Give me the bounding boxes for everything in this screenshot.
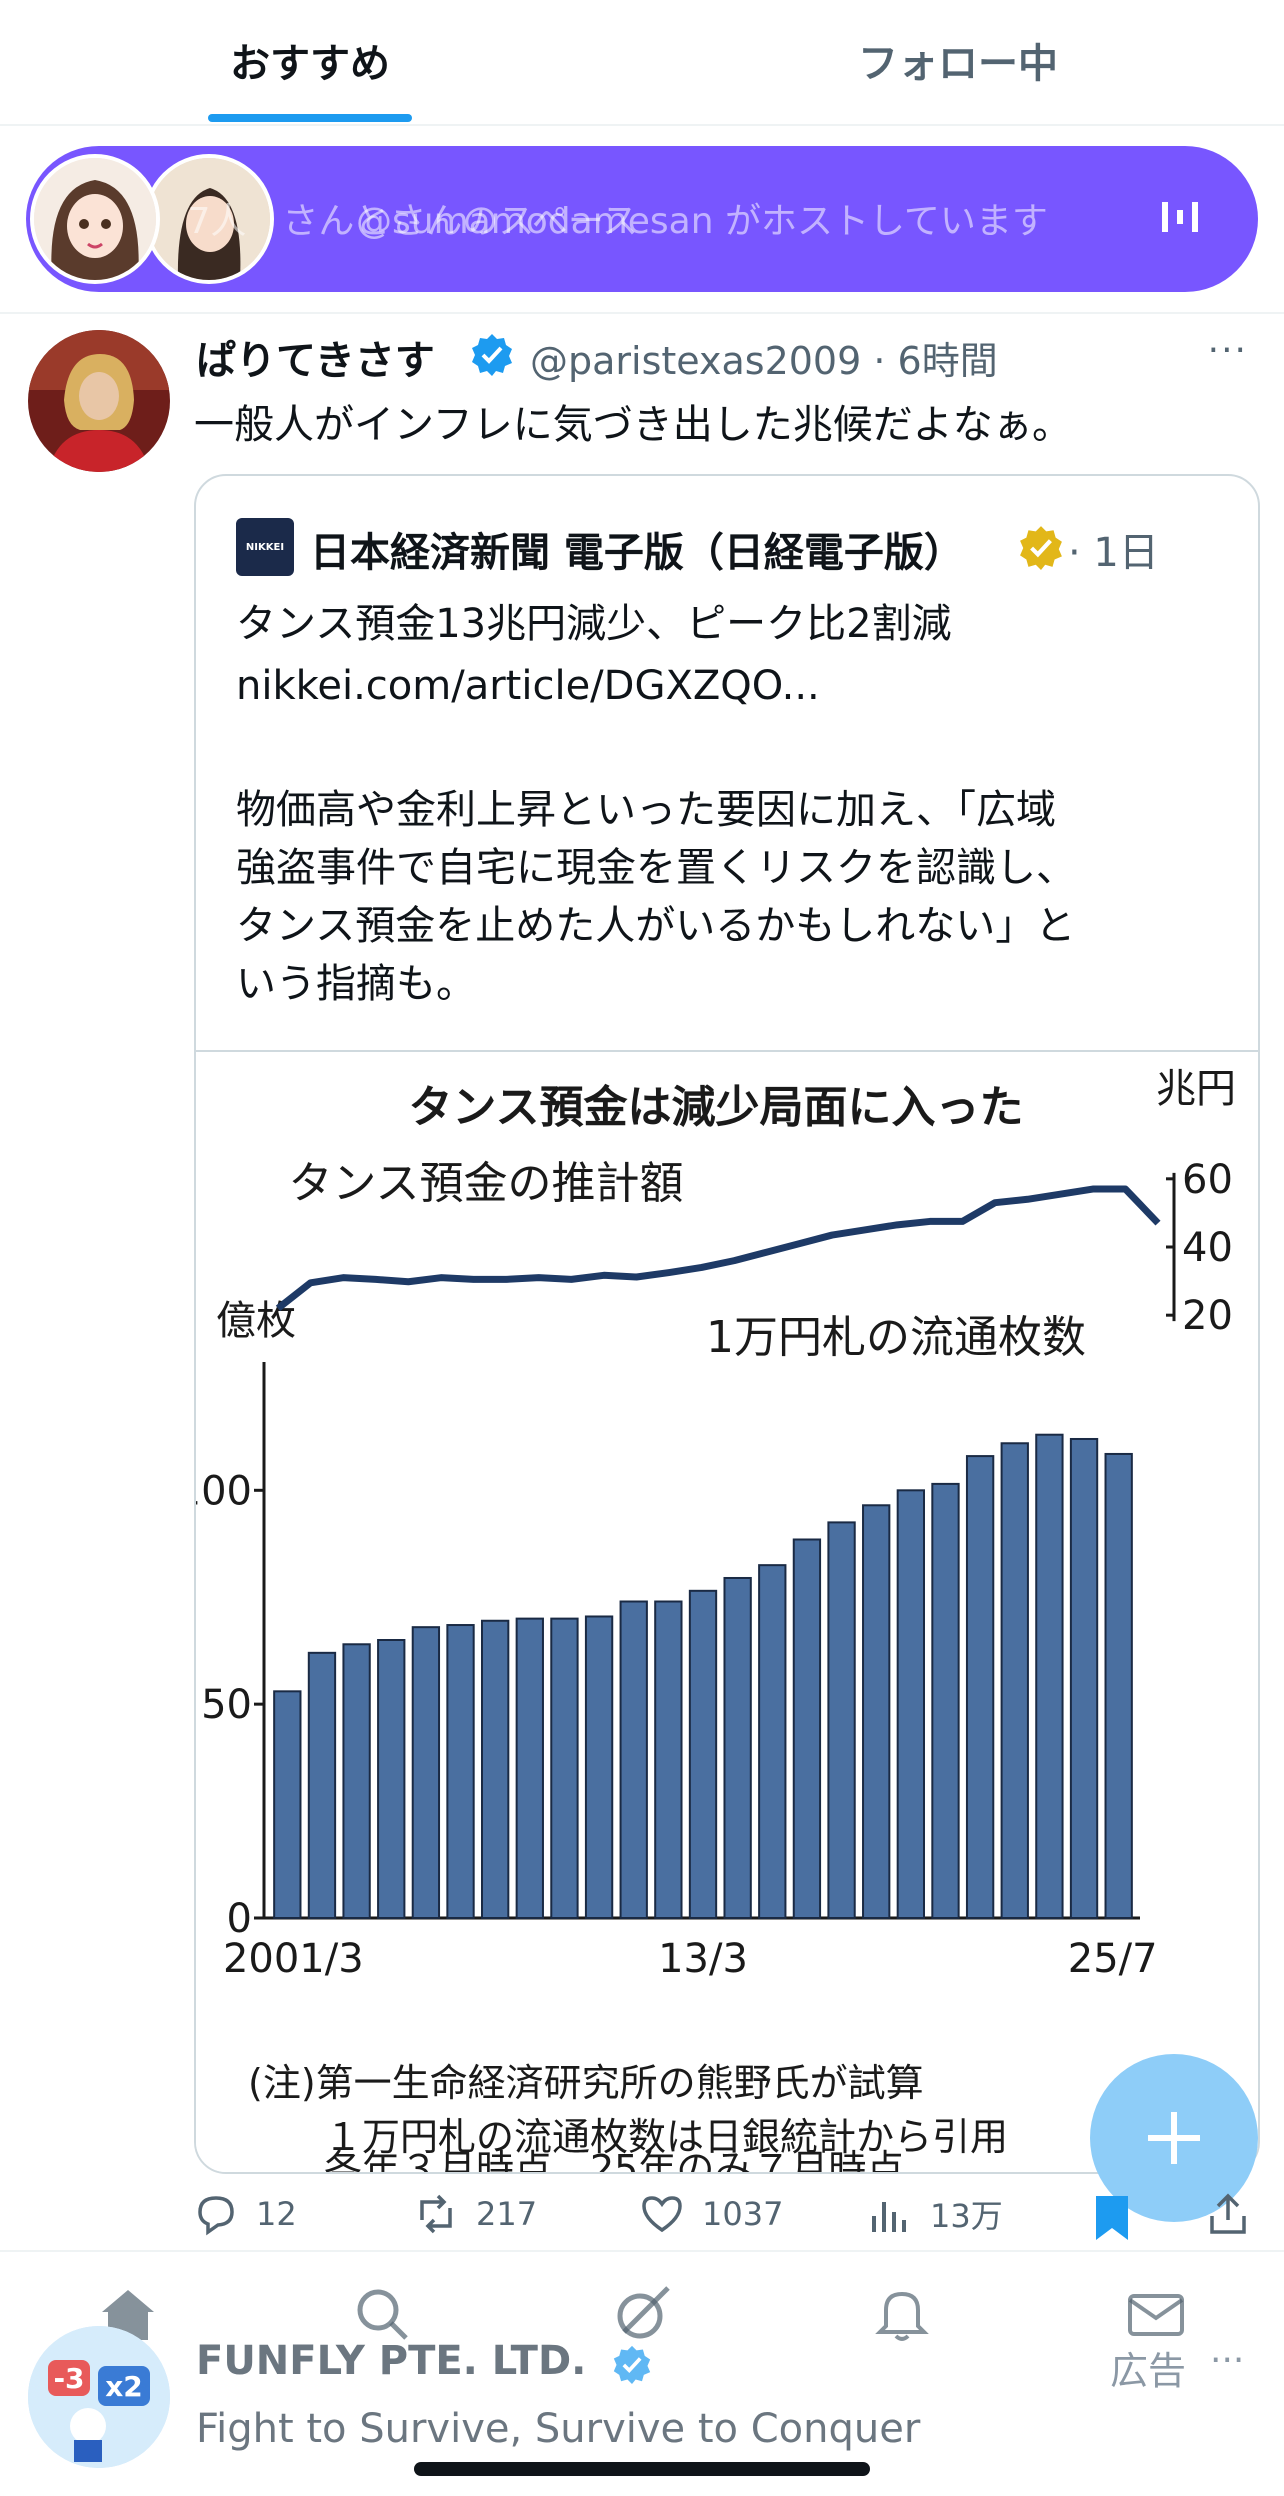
chart-title: タンス預金は減少局面に入った xyxy=(408,1082,1023,1133)
bar xyxy=(482,1621,508,1918)
host-avatar-1 xyxy=(30,154,160,284)
bar xyxy=(898,1490,924,1918)
author-name[interactable]: ぱりてきさす xyxy=(196,328,435,386)
bar xyxy=(517,1619,543,1918)
notifications-icon[interactable] xyxy=(870,2282,934,2346)
bar xyxy=(274,1691,300,1918)
bar-series-label: 1万円札の流通枚数 xyxy=(706,1312,1086,1363)
verified-badge-icon xyxy=(470,332,514,376)
reply-count: 12 xyxy=(256,2195,297,2233)
line-y-axis: 60 40 20 xyxy=(1166,1157,1233,1339)
bar xyxy=(1036,1435,1062,1918)
line-tick-label: 40 xyxy=(1182,1225,1233,1271)
bar xyxy=(759,1565,785,1918)
reply-icon xyxy=(192,2190,240,2238)
svg-text:-3: -3 xyxy=(53,2362,84,2395)
ad-more-options-icon[interactable]: ··· xyxy=(1210,2340,1244,2381)
nikkei-logo: NIKKEI xyxy=(236,518,294,576)
bar xyxy=(309,1653,335,1918)
like-count: 1037 xyxy=(702,2195,783,2233)
active-tab-indicator xyxy=(208,114,412,122)
gold-verified-badge-icon xyxy=(1018,524,1064,570)
bar-tick-label: 100 xyxy=(196,1468,252,1514)
bar xyxy=(863,1505,889,1918)
quoted-author-name[interactable]: 日本経済新聞 電子版（日経電子版） xyxy=(310,520,964,578)
tab-following-label: フォロー中 xyxy=(858,31,1058,89)
bar-series: 2001/3 13/3 25/7 xyxy=(223,1435,1158,1982)
bar-x-tick-label: 25/7 xyxy=(1068,1936,1158,1982)
bar xyxy=(1071,1439,1097,1918)
bar xyxy=(343,1644,369,1918)
bar xyxy=(828,1522,854,1918)
bar-x-tick-label: 2001/3 xyxy=(223,1936,364,1982)
home-indicator xyxy=(414,2462,870,2476)
line-tick-label: 60 xyxy=(1182,1157,1233,1203)
divider xyxy=(0,312,1284,314)
bar xyxy=(378,1640,404,1918)
bar xyxy=(1106,1454,1132,1918)
like-button[interactable]: 1037 xyxy=(638,2190,783,2238)
tweet-text: 一般人がインフレに気づき出した兆候だよなぁ。 xyxy=(194,392,1072,450)
spaces-host: @sumamodamesan がホストしています xyxy=(356,192,1048,244)
ad-text: Fight to Survive, Survive to Conquer xyxy=(196,2406,920,2452)
analytics-icon xyxy=(866,2190,914,2238)
timeline-tabs: おすすめ フォロー中 xyxy=(0,0,1284,126)
retweet-count: 217 xyxy=(476,2195,537,2233)
search-icon[interactable] xyxy=(350,2282,414,2346)
messages-icon[interactable] xyxy=(1124,2282,1188,2346)
chart-note-3: 各年３月時点、25年のみ７月時点 xyxy=(324,2138,904,2174)
chart-image[interactable]: タンス預金は減少局面に入った 兆円 タンス預金の推計額 億枚 1万円札の流通枚数… xyxy=(196,1052,1258,2172)
retweet-icon xyxy=(412,2190,460,2238)
retweet-button[interactable]: 217 xyxy=(412,2190,537,2238)
bar-tick-label: 50 xyxy=(201,1682,252,1728)
tab-recommended-label: おすすめ xyxy=(230,31,390,89)
bar xyxy=(586,1616,612,1918)
ad-avatar[interactable]: -3 x2 xyxy=(28,2326,170,2468)
author-avatar[interactable] xyxy=(28,330,170,472)
quoted-tweet-card[interactable]: NIKKEI 日本経済新聞 電子版（日経電子版） · 1日 タンス預金13兆円減… xyxy=(194,474,1260,2174)
line-unit-label: 兆円 xyxy=(1156,1066,1236,1112)
bar xyxy=(724,1578,750,1918)
line-tick-label: 20 xyxy=(1182,1293,1233,1339)
quoted-text-line: 強盗事件で自宅に現金を置くリスクを認識し、 xyxy=(236,840,1076,896)
grok-icon[interactable] xyxy=(610,2282,674,2346)
views-button[interactable]: 13万 xyxy=(866,2190,1003,2238)
bar-x-tick-label: 13/3 xyxy=(658,1936,748,1982)
quoted-text-line: いう指摘も。 xyxy=(236,956,476,1012)
heart-icon xyxy=(638,2190,686,2238)
bookmark-icon[interactable] xyxy=(1090,2194,1134,2242)
bar xyxy=(621,1602,647,1918)
tab-recommended[interactable]: おすすめ xyxy=(100,0,520,120)
chart-note-1: (注)第一生命経済研究所の熊野氏が試算 xyxy=(248,2061,924,2105)
share-icon[interactable] xyxy=(1204,2190,1252,2238)
spaces-banner[interactable]: 7人 さんとさんのスペース @sumamodamesan がホストしています xyxy=(26,146,1258,292)
audio-bars-icon xyxy=(1160,196,1200,236)
views-count: 13万 xyxy=(930,2191,1003,2237)
bar xyxy=(932,1484,958,1918)
plus-icon xyxy=(1144,2108,1204,2168)
ad-advertiser-name[interactable]: FUNFLY PTE. LTD. xyxy=(196,2338,586,2384)
author-handle-time[interactable]: @paristexas2009 · 6時間 xyxy=(530,330,998,385)
reply-button[interactable]: 12 xyxy=(192,2190,297,2238)
bar xyxy=(551,1619,577,1918)
bar xyxy=(447,1625,473,1918)
ad-verified-badge-icon xyxy=(612,2344,652,2384)
quoted-link[interactable]: nikkei.com/article/DGXZQO... xyxy=(236,658,820,714)
tab-following[interactable]: フォロー中 xyxy=(748,0,1168,120)
bar xyxy=(690,1591,716,1918)
quoted-time: · 1日 xyxy=(1068,520,1159,578)
quoted-text-line: 物価高や金利上昇といった要因に加え、「広域 xyxy=(236,782,1056,838)
bar xyxy=(794,1539,820,1918)
svg-text:x2: x2 xyxy=(105,2370,143,2403)
bar xyxy=(655,1602,681,1918)
more-options-icon[interactable]: ··· xyxy=(1208,330,1248,371)
chart-svg: タンス預金は減少局面に入った 兆円 タンス預金の推計額 億枚 1万円札の流通枚数… xyxy=(196,1052,1258,2172)
bar xyxy=(413,1627,439,1918)
bar xyxy=(1002,1443,1028,1918)
line-series-label: タンス預金の推計額 xyxy=(288,1158,683,1209)
quoted-text-line: タンス預金13兆円減少、ピーク比2割減 xyxy=(236,596,952,652)
quoted-text-line: タンス預金を止めた人がいるかもしれない」と xyxy=(236,898,1075,954)
bar xyxy=(967,1456,993,1918)
ad-label: 広告 xyxy=(1110,2340,1186,2395)
